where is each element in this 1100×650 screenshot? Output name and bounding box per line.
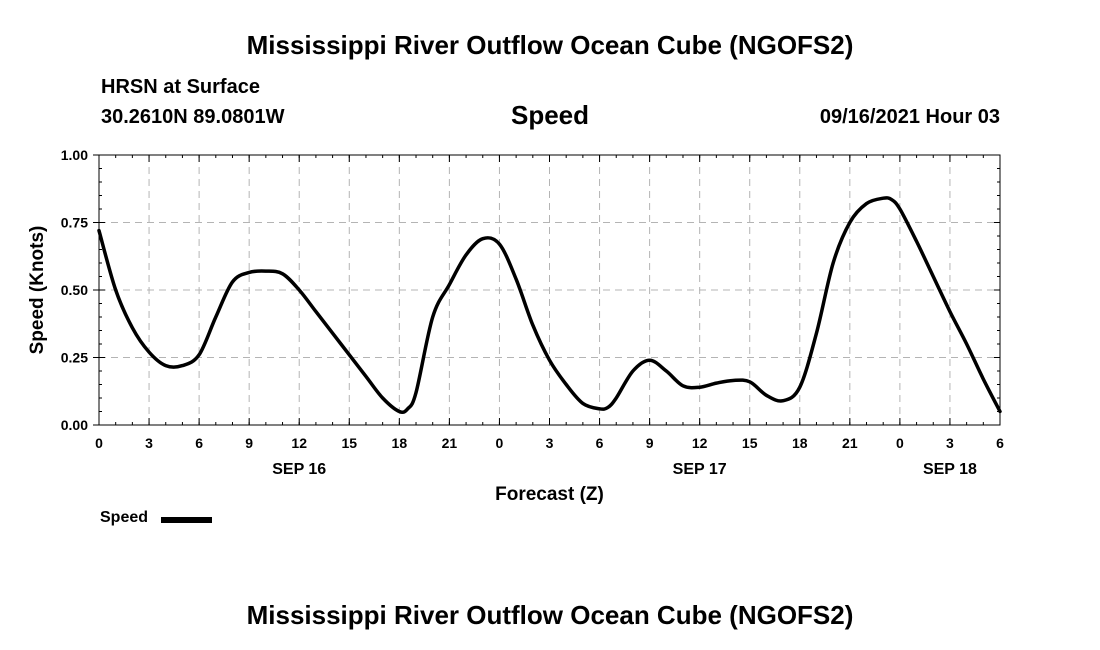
x-tick-label: 3 xyxy=(145,435,153,451)
footer-title: Mississippi River Outflow Ocean Cube (NG… xyxy=(246,600,854,630)
date-label: SEP 17 xyxy=(673,461,727,478)
date-label: SEP 18 xyxy=(923,461,977,478)
x-tick-label: 3 xyxy=(946,435,954,451)
x-tick-label: 3 xyxy=(546,435,554,451)
y-tick-label: 0.50 xyxy=(61,282,88,298)
x-tick-label: 9 xyxy=(245,435,253,451)
y-tick-label: 0.00 xyxy=(61,417,88,433)
legend-label: Speed xyxy=(100,509,149,526)
x-tick-label: 6 xyxy=(596,435,604,451)
y-tick-label: 0.25 xyxy=(61,350,88,366)
x-tick-label: 21 xyxy=(842,435,858,451)
x-tick-label: 15 xyxy=(742,435,758,451)
x-tick-label: 18 xyxy=(792,435,808,451)
chart-title: Speed xyxy=(510,100,590,130)
station-label: HRSN at Surface xyxy=(101,76,260,98)
y-tick-label: 1.00 xyxy=(61,147,88,163)
x-tick-label: 12 xyxy=(692,435,708,451)
x-tick-label: 12 xyxy=(291,435,307,451)
y-tick-label: 0.75 xyxy=(61,215,88,231)
x-tick-label: 0 xyxy=(496,435,504,451)
x-axis-label: Forecast (Z) xyxy=(495,484,604,505)
x-tick-label: 0 xyxy=(95,435,103,451)
date-label: SEP 16 xyxy=(272,461,326,478)
forecast-datetime: 09/16/2021 Hour 03 xyxy=(819,106,1000,128)
chart-main-title: Mississippi River Outflow Ocean Cube (NG… xyxy=(246,30,854,60)
x-tick-label: 18 xyxy=(392,435,408,451)
x-tick-label: 6 xyxy=(195,435,203,451)
legend-swatch xyxy=(161,517,212,523)
plot-frame xyxy=(98,154,1001,426)
x-tick-label: 15 xyxy=(341,435,357,451)
x-tick-label: 6 xyxy=(996,435,1004,451)
x-tick-label: 9 xyxy=(646,435,654,451)
y-axis-label: Speed (Knots) xyxy=(27,226,48,355)
station-coordinates: 30.2610N 89.0801W xyxy=(101,106,285,128)
series-line-speed xyxy=(97,196,1002,415)
x-tick-label: 21 xyxy=(442,435,458,451)
x-tick-label: 0 xyxy=(896,435,904,451)
